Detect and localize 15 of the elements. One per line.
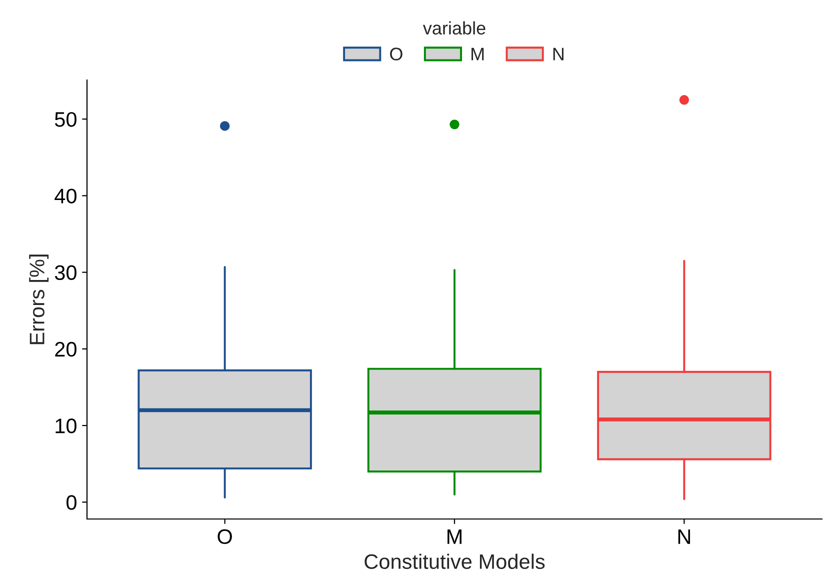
legend-title: variable <box>422 21 486 35</box>
x-axis-title: Constitutive Models <box>364 554 545 569</box>
y-tick-label: 10 <box>56 418 76 434</box>
legend-label: N <box>553 48 564 60</box>
y-tick-label: 40 <box>54 188 76 204</box>
y-tick-label: 0 <box>66 495 76 510</box>
legend-label: O <box>390 48 402 60</box>
y-tick-label: 50 <box>54 112 76 127</box>
y-axis-title: Errors [%] <box>29 254 49 344</box>
y-tick-label: 30 <box>54 265 76 280</box>
x-tick-label: O <box>218 529 232 544</box>
x-tick-label: N <box>678 529 690 544</box>
legend-label: M <box>472 48 484 60</box>
y-tick-label: 20 <box>55 342 76 357</box>
x-tick-label: M <box>448 529 462 544</box>
